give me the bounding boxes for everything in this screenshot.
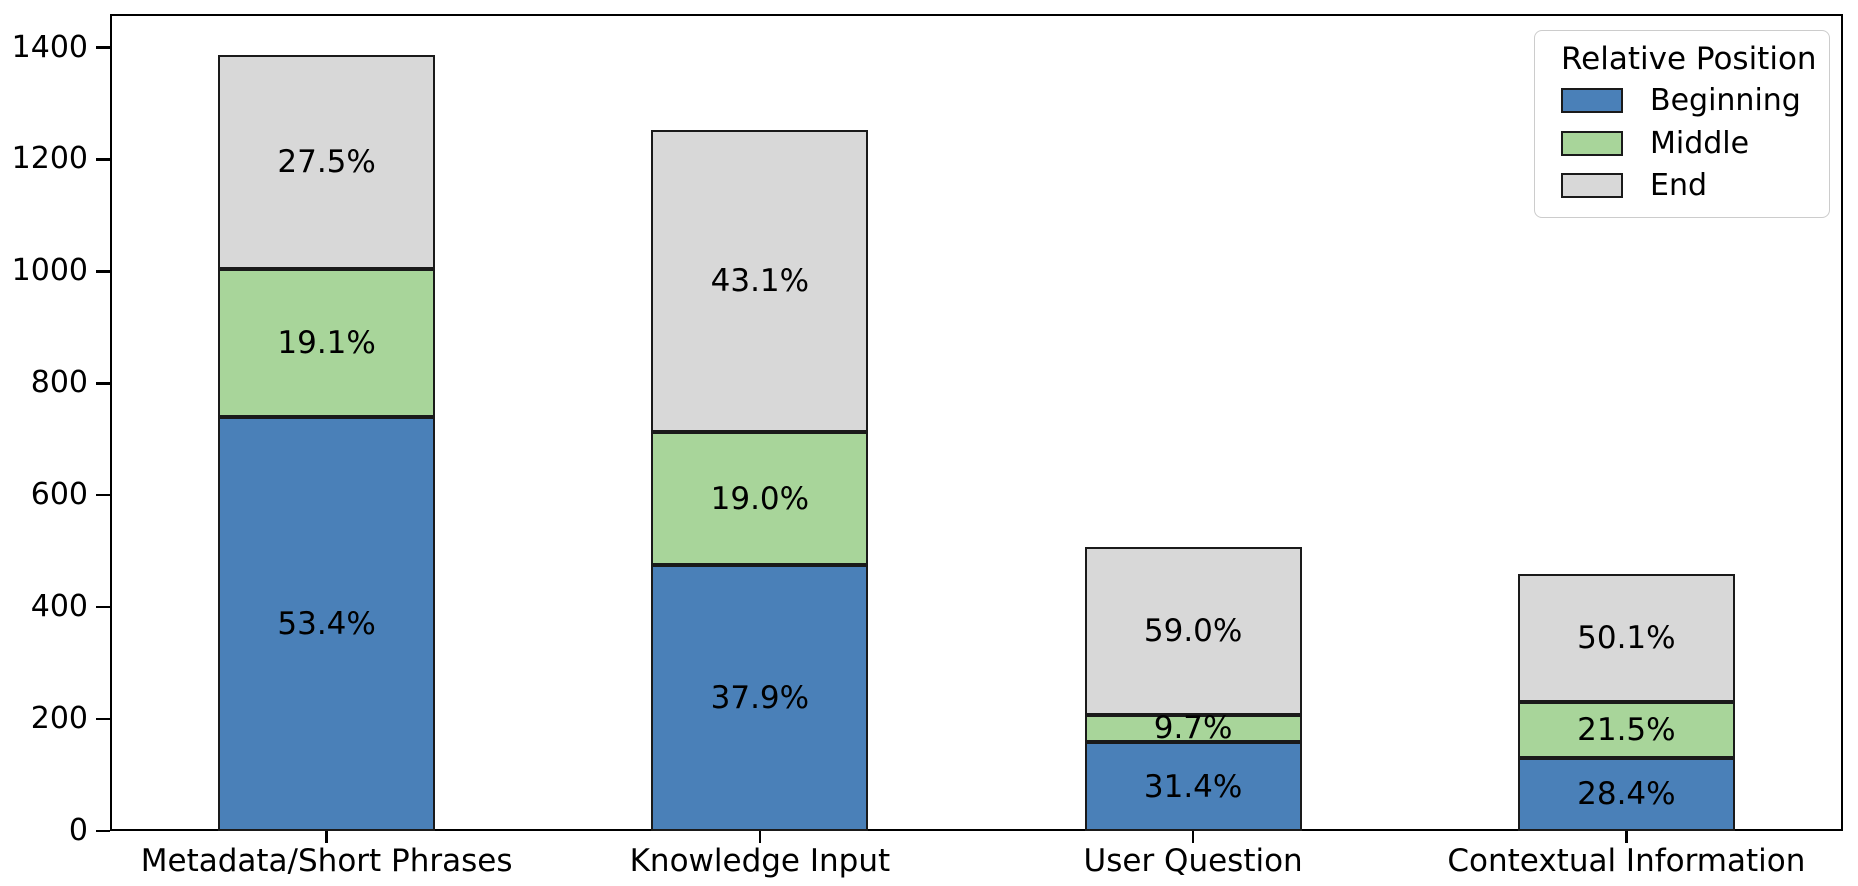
bar-percent-label: 59.0% bbox=[1143, 612, 1243, 649]
x-tick-label: User Question bbox=[1083, 843, 1303, 879]
bar-segment-end: 59.0% bbox=[1084, 547, 1302, 715]
y-tick-mark bbox=[96, 717, 110, 721]
bar-percent-label: 53.4% bbox=[277, 605, 376, 642]
legend-swatch-middle bbox=[1561, 130, 1623, 156]
y-tick-mark bbox=[96, 829, 110, 833]
legend-title: Relative Position bbox=[1561, 41, 1817, 77]
bar-segment-middle: 19.0% bbox=[651, 432, 869, 566]
bar-segment-middle: 9.7% bbox=[1084, 710, 1302, 746]
x-tick-mark bbox=[758, 831, 762, 843]
bar-percent-label: 9.7% bbox=[1153, 710, 1233, 747]
bar-segment-end: 43.1% bbox=[651, 129, 869, 432]
y-tick-label: 0 bbox=[68, 813, 88, 848]
y-tick-label: 400 bbox=[30, 589, 88, 625]
legend-label-middle: Middle bbox=[1650, 125, 1750, 161]
bar-segment-end: 27.5% bbox=[218, 55, 436, 269]
legend-swatch-beginning bbox=[1561, 87, 1623, 113]
y-tick-label: 200 bbox=[30, 701, 88, 737]
legend-item-beginning: Beginning bbox=[1561, 79, 1815, 122]
y-tick-mark bbox=[96, 605, 110, 609]
bar-percent-label: 31.4% bbox=[1143, 768, 1243, 805]
bar-segment-beginning: 28.4% bbox=[1517, 757, 1735, 831]
bar-percent-label: 43.1% bbox=[710, 262, 810, 299]
bar-segment-middle: 21.5% bbox=[1517, 702, 1735, 758]
bar-segment-end: 50.1% bbox=[1517, 573, 1735, 703]
x-tick-label: Metadata/Short Phrases bbox=[140, 843, 513, 879]
bar-percent-label: 21.5% bbox=[1577, 711, 1676, 748]
x-tick-mark bbox=[1191, 831, 1195, 843]
legend-label-beginning: Beginning bbox=[1650, 82, 1801, 118]
legend-swatch-end bbox=[1561, 173, 1623, 199]
legend: Relative Position Beginning Middle End bbox=[1534, 30, 1830, 218]
x-tick-mark bbox=[325, 831, 328, 843]
y-tick-mark bbox=[96, 382, 110, 385]
y-tick-label: 1000 bbox=[11, 253, 88, 289]
y-tick-mark bbox=[96, 270, 110, 273]
bar-percent-label: 19.1% bbox=[277, 324, 376, 361]
x-tick-label: Knowledge Input bbox=[629, 843, 891, 879]
bar-percent-label: 37.9% bbox=[710, 680, 810, 717]
y-tick-label: 800 bbox=[30, 365, 88, 401]
bar-percent-label: 19.0% bbox=[710, 480, 810, 517]
legend-item-middle: Middle bbox=[1561, 122, 1815, 165]
x-tick-label: Contextual Information bbox=[1447, 843, 1806, 879]
bar-percent-label: 28.4% bbox=[1577, 776, 1676, 813]
y-tick-mark bbox=[96, 46, 110, 49]
y-tick-label: 1200 bbox=[11, 141, 88, 177]
y-tick-label: 1400 bbox=[11, 29, 88, 65]
bar-segment-beginning: 53.4% bbox=[218, 416, 436, 831]
bar-percent-label: 50.1% bbox=[1577, 619, 1676, 656]
bar-percent-label: 27.5% bbox=[277, 144, 376, 180]
y-tick-mark bbox=[96, 493, 110, 497]
bar-segment-middle: 19.1% bbox=[218, 268, 436, 417]
y-tick-mark bbox=[96, 158, 110, 161]
legend-label-end: End bbox=[1650, 168, 1708, 204]
y-tick-label: 600 bbox=[30, 477, 88, 513]
x-tick-mark bbox=[1625, 831, 1628, 843]
legend-item-end: End bbox=[1561, 164, 1815, 207]
bar-segment-beginning: 37.9% bbox=[651, 565, 869, 831]
bar-segment-beginning: 31.4% bbox=[1084, 742, 1302, 831]
